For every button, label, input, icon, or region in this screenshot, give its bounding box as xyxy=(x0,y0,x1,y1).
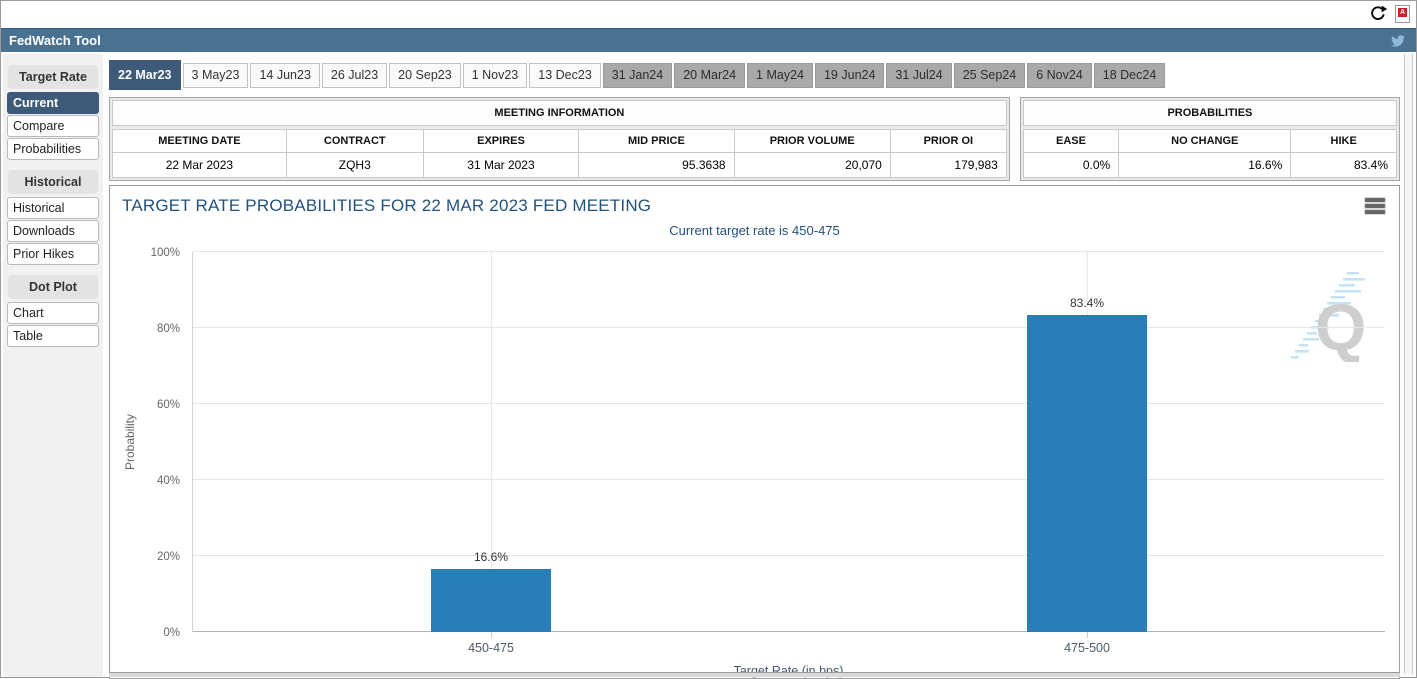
prob-value: 0.0% xyxy=(1082,158,1111,172)
meeting-col-header: MID PRICE xyxy=(578,130,733,152)
probability-bar-475-500[interactable] xyxy=(1027,315,1147,632)
meeting-header-row: MEETING DATE CONTRACT EXPIRES MID PRICE PRIO… xyxy=(113,130,1006,152)
bar-value-label: 16.6% xyxy=(473,549,509,564)
tab-13-dec23[interactable]: 13 Dec23 xyxy=(529,63,601,88)
gridline-60 xyxy=(193,403,1385,404)
tab-20-sep23[interactable]: 20 Sep23 xyxy=(389,63,461,88)
gridline-20 xyxy=(193,555,1385,556)
meeting-information-panel: MEETING INFORMATION MEETING DATE CONTRACT… xyxy=(109,97,1010,181)
meeting-col-header: CONTRACT xyxy=(285,130,423,152)
x-tick xyxy=(491,632,492,638)
meeting-col-header: PRIOR VOLUME xyxy=(733,130,890,152)
y-tick-label: 100% xyxy=(150,247,180,259)
tab-26-jul23[interactable]: 26 Jul23 xyxy=(321,63,388,88)
probabilities-title: PROBABILITIES xyxy=(1022,100,1397,126)
meeting-value: ZQH3 xyxy=(285,153,423,177)
sidebar-item-compare[interactable]: Compare xyxy=(7,115,99,137)
y-tick-label: 20% xyxy=(156,551,180,563)
sidebar-item-current[interactable]: Current xyxy=(7,92,99,114)
y-axis-labels: 0% 20% 40% 60% 80% 100% xyxy=(116,247,186,639)
twitter-icon[interactable] xyxy=(1390,34,1406,48)
prob-value-row: 0.0% 16.6% 83.4% xyxy=(1023,152,1396,177)
sidebar-item-probabilities[interactable]: Probabilities xyxy=(7,138,99,160)
x-category-label: 475-500 xyxy=(1064,641,1110,655)
chart-title: TARGET RATE PROBABILITIES FOR 22 MAR 202… xyxy=(122,196,652,215)
y-tick-label: 60% xyxy=(156,399,180,411)
fedwatch-header-bar: FedWatch Tool xyxy=(1,28,1416,52)
x-tick xyxy=(1087,632,1088,638)
tab-3-may23[interactable]: 3 May23 xyxy=(182,63,249,88)
sidebar-item-historical[interactable]: Historical xyxy=(7,197,99,219)
tab-1-may24[interactable]: 1 May24 xyxy=(747,63,813,88)
browser-top-strip: A xyxy=(1,1,1416,28)
tab-18-dec24[interactable]: 18 Dec24 xyxy=(1093,63,1166,88)
category-gridline xyxy=(491,252,492,632)
meeting-value: 31 Mar 2023 xyxy=(422,153,578,177)
scrollbar-rail[interactable] xyxy=(1404,54,1413,674)
quikstrike-watermark-icon: Q xyxy=(1291,272,1366,362)
bar-value-label: 83.4% xyxy=(1069,296,1105,311)
gridline-40 xyxy=(193,479,1385,480)
tab-20-mar24[interactable]: 20 Mar24 xyxy=(674,63,746,88)
tab-6-nov24[interactable]: 6 Nov24 xyxy=(1027,63,1092,88)
svg-text:Q: Q xyxy=(1315,290,1366,362)
sidebar-section-historical: Historical xyxy=(8,170,98,194)
meeting-value: 95.3638 xyxy=(578,153,733,177)
prob-header-row: EASE NO CHANGE HIKE xyxy=(1024,130,1396,152)
meeting-value: 179,983 xyxy=(889,153,1006,177)
sidebar-item-chart[interactable]: Chart xyxy=(7,302,99,324)
tab-19-jun24[interactable]: 19 Jun24 xyxy=(814,63,885,88)
tab-31-jan24[interactable]: 31 Jan24 xyxy=(602,63,673,88)
gridline-100 xyxy=(193,251,1385,252)
meeting-value-row: 22 Mar 2023 ZQH3 31 Mar 2023 95.3638 20,070 1… xyxy=(113,152,1006,177)
probability-bar-450-475[interactable] xyxy=(431,568,551,632)
prob-value: 16.6% xyxy=(1118,153,1290,177)
prob-col-header: NO CHANGE xyxy=(1118,130,1290,152)
tab-22-mar23[interactable]: 22 Mar23 xyxy=(109,60,181,90)
sidebar-item-downloads[interactable]: Downloads xyxy=(7,220,99,242)
y-tick-label: 0% xyxy=(163,627,180,639)
meeting-col-header: MEETING DATE xyxy=(158,135,241,147)
meeting-value: 20,070 xyxy=(733,153,890,177)
meeting-date-tabs: 22 Mar23 3 May23 14 Jun23 26 Jul23 20 Sep23 1… xyxy=(109,60,1400,92)
main-area: 22 Mar23 3 May23 14 Jun23 26 Jul23 20 Sep23 1… xyxy=(103,54,1400,679)
meeting-value: 22 Mar 2023 xyxy=(165,158,234,172)
probabilities-panel: PROBABILITIES EASE NO CHANGE HIKE 0.0% 16.6%… xyxy=(1019,97,1400,181)
meeting-col-header: PRIOR OI xyxy=(889,130,1006,152)
prob-col-header: EASE xyxy=(1056,135,1086,147)
sidebar: Target Rate Current Compare Probabilities Hi… xyxy=(3,54,103,677)
tab-25-sep24[interactable]: 25 Sep24 xyxy=(953,63,1026,88)
x-category-label: 450-475 xyxy=(468,641,514,655)
tab-31-jul24[interactable]: 31 Jul24 xyxy=(886,63,952,88)
tab-1-nov23[interactable]: 1 Nov23 xyxy=(462,63,528,88)
prob-value: 83.4% xyxy=(1290,153,1396,177)
chart-subtitle: Current target rate is 450-475 xyxy=(669,223,840,238)
app-title: FedWatch Tool xyxy=(9,33,101,48)
gridline-80 xyxy=(193,327,1385,328)
y-tick-label: 40% xyxy=(156,475,180,487)
lower-panel-edge xyxy=(109,672,1400,677)
meeting-information-title: MEETING INFORMATION xyxy=(112,100,1007,126)
pdf-export-icon[interactable]: A xyxy=(1395,4,1410,23)
sidebar-section-target-rate: Target Rate xyxy=(8,65,98,89)
chart-export-menu-icon[interactable] xyxy=(1365,198,1385,216)
sidebar-item-prior-hikes[interactable]: Prior Hikes xyxy=(7,243,99,265)
plot-area: Q 16.6% 450-475 83.4% 475-500 xyxy=(192,251,1385,655)
target-rate-chart-panel: TARGET RATE PROBABILITIES FOR 22 MAR 202… xyxy=(109,185,1400,679)
sidebar-section-dot-plot: Dot Plot xyxy=(8,275,98,299)
prob-col-header: HIKE xyxy=(1290,130,1396,152)
meeting-col-header: EXPIRES xyxy=(422,130,578,152)
refresh-icon[interactable] xyxy=(1369,4,1389,23)
sidebar-item-table[interactable]: Table xyxy=(7,325,99,347)
y-tick-label: 80% xyxy=(156,323,180,335)
tab-14-jun23[interactable]: 14 Jun23 xyxy=(250,63,320,88)
gridline-0 xyxy=(193,631,1385,632)
chart-body: Probability 0% 20% 40% 60% 80% 100% xyxy=(116,246,1389,678)
